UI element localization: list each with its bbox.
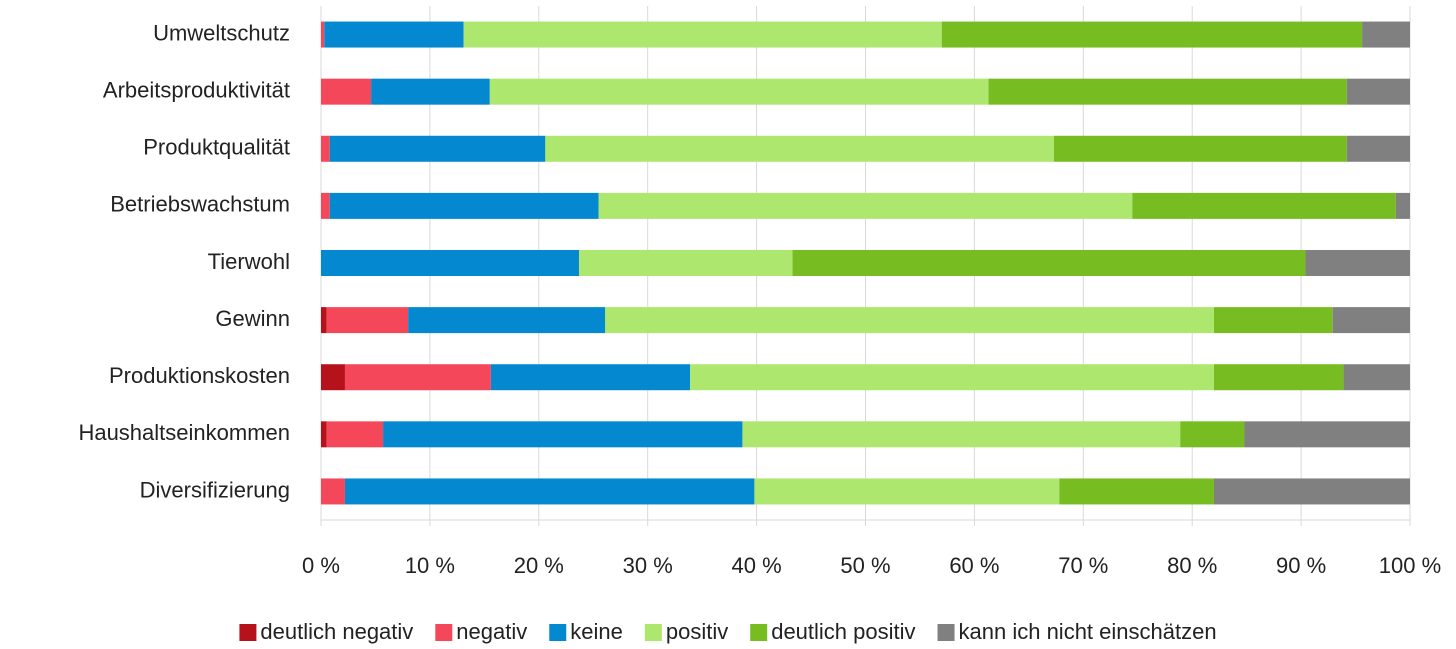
legend-swatch	[937, 624, 955, 641]
bar-segment	[1213, 307, 1333, 334]
x-tick-label: 50 %	[840, 553, 890, 578]
bar-segment	[1053, 135, 1347, 162]
bar-segment	[1343, 364, 1410, 391]
x-tick-label: 80 %	[1167, 553, 1217, 578]
bar-segment	[329, 135, 546, 162]
bar-segment	[1305, 250, 1410, 276]
x-tick-label: 90 %	[1276, 553, 1326, 578]
x-tick-label: 100 %	[1379, 553, 1441, 578]
x-tick-label: 40 %	[732, 553, 782, 578]
y-tick-label: Tierwohl	[208, 249, 290, 274]
bar-segment	[321, 478, 345, 505]
bar-segment	[383, 421, 743, 448]
bar-segment	[324, 21, 464, 48]
bar-segment	[463, 21, 942, 48]
bar-segment	[326, 421, 384, 448]
legend-label: deutlich negativ	[260, 619, 413, 644]
bar-segment	[1132, 192, 1396, 219]
x-tick-label: 60 %	[949, 553, 999, 578]
bar-segment	[490, 364, 691, 391]
bar-segment	[1213, 364, 1344, 391]
y-tick-label: Haushaltseinkommen	[78, 420, 290, 445]
x-tick-label: 20 %	[514, 553, 564, 578]
bar-segment	[321, 250, 580, 276]
y-tick-label: Produktionskosten	[109, 363, 290, 388]
x-tick-label: 30 %	[623, 553, 673, 578]
bar-segment	[690, 364, 1214, 391]
bar-segment	[792, 250, 1306, 276]
y-tick-label: Umweltschutz	[153, 20, 290, 45]
bar-segment	[742, 421, 1181, 448]
bar-segment	[579, 250, 793, 276]
bar-segment	[344, 478, 755, 505]
bar-segment	[321, 21, 325, 48]
bar-segment	[1332, 307, 1410, 334]
bar-segment	[1180, 421, 1245, 448]
legend-label: kann ich nicht einschätzen	[959, 619, 1217, 644]
bar-segment	[1346, 78, 1410, 105]
bar-segment	[1362, 21, 1410, 48]
legend-label: positiv	[666, 619, 728, 644]
y-tick-label: Gewinn	[215, 306, 290, 331]
legend-swatch	[644, 624, 662, 641]
bar-segment	[1213, 478, 1410, 505]
bar-segment	[754, 478, 1060, 505]
bar-segment	[371, 78, 490, 105]
bar-segment	[408, 307, 606, 334]
legend-label: deutlich positiv	[771, 619, 915, 644]
bar-segment	[941, 21, 1363, 48]
bar-segment	[489, 78, 989, 105]
bar-segment	[545, 135, 1054, 162]
legend-swatch	[435, 624, 453, 641]
bar-segment	[326, 307, 409, 334]
bar-segment	[1346, 135, 1410, 162]
legend-label: keine	[570, 619, 623, 644]
bar-segment	[1244, 421, 1410, 448]
bar-segment	[321, 307, 327, 334]
x-tick-label: 70 %	[1058, 553, 1108, 578]
bar-segment	[321, 421, 327, 448]
y-tick-label: Betriebswachstum	[110, 192, 290, 217]
bar-segment	[329, 192, 599, 219]
bar-segment	[344, 364, 491, 391]
x-tick-label: 10 %	[405, 553, 455, 578]
bar-segment	[321, 364, 345, 391]
y-tick-label: Produktqualität	[143, 135, 290, 160]
bar-segment	[321, 192, 330, 219]
bar-segment	[321, 135, 330, 162]
y-tick-label: Arbeitsproduktivität	[103, 77, 290, 102]
legend-label: negativ	[456, 619, 527, 644]
bar-segment	[1059, 478, 1214, 505]
legend-swatch	[239, 624, 257, 641]
legend-swatch	[549, 624, 567, 641]
bar-segment	[1395, 192, 1410, 219]
bar-segment	[605, 307, 1214, 334]
bar-segment	[321, 78, 372, 105]
bar-segment	[988, 78, 1347, 105]
bar-segment	[598, 192, 1133, 219]
y-tick-label: Diversifizierung	[140, 477, 290, 502]
x-tick-label: 0 %	[302, 553, 340, 578]
legend-swatch	[750, 624, 768, 641]
